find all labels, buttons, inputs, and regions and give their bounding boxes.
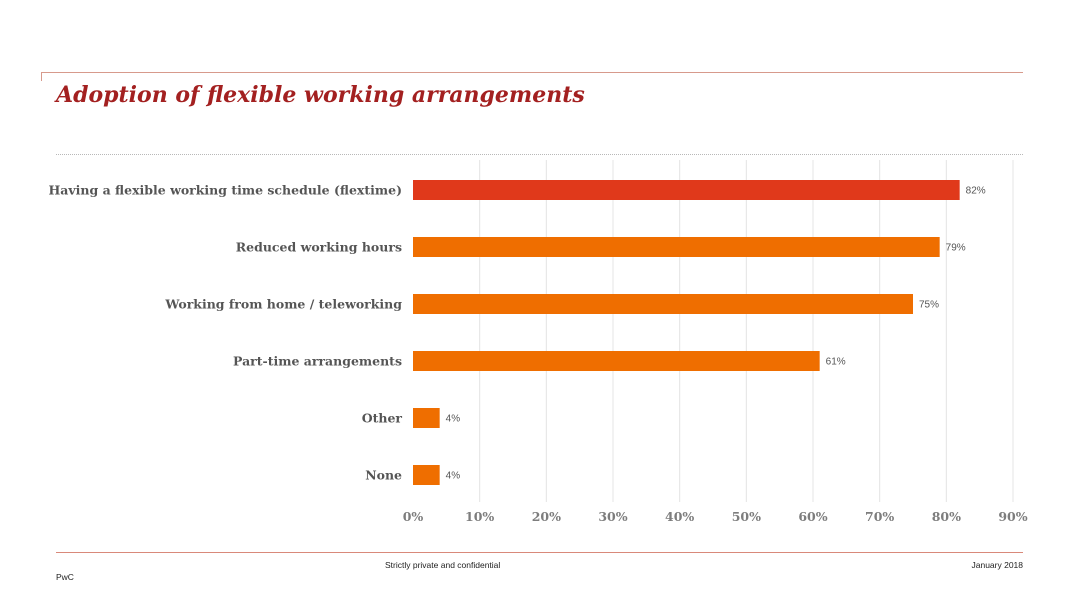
footer-brand: PwC [56, 572, 74, 582]
top-rule [41, 72, 1023, 73]
category-label: Reduced working hours [236, 240, 402, 255]
footer-date: January 2018 [971, 560, 1023, 570]
chart-gridlines [479, 160, 1014, 502]
x-tick-label: 50% [732, 509, 761, 524]
footer-confidentiality: Strictly private and confidential [385, 560, 501, 570]
bar [413, 237, 940, 257]
x-tick-label: 90% [998, 509, 1027, 524]
bar [413, 294, 913, 314]
x-tick-label: 0% [403, 509, 424, 524]
value-label: 4% [446, 414, 461, 425]
x-tick-label: 70% [865, 509, 894, 524]
x-tick-label: 40% [665, 509, 694, 524]
page-title: Adoption of flexible working arrangement… [56, 82, 585, 108]
x-tick-label: 20% [532, 509, 561, 524]
chart-x-tick-labels: 0% 10% 20% 30% 40% 50% 60% 70% 80% 90% [403, 509, 1028, 524]
bar [413, 351, 820, 371]
bar [413, 408, 440, 428]
category-label: Part-time arrangements [233, 354, 402, 369]
bar [413, 465, 440, 485]
chart-value-labels: 82% 79% 75% 61% 4% 4% [446, 186, 986, 482]
top-rule-tick [41, 72, 42, 81]
value-label: 61% [826, 357, 846, 368]
footer-rule [56, 552, 1023, 553]
x-tick-label: 80% [932, 509, 961, 524]
x-tick-label: 60% [798, 509, 827, 524]
chart-category-labels: Having a flexible working time schedule … [48, 183, 402, 483]
value-label: 75% [919, 300, 939, 311]
value-label: 82% [966, 186, 986, 197]
x-tick-label: 10% [465, 509, 494, 524]
title-divider [56, 154, 1023, 155]
bar [413, 180, 960, 200]
x-tick-label: 30% [598, 509, 627, 524]
value-label: 79% [946, 243, 966, 254]
category-label: Working from home / teleworking [164, 297, 402, 312]
category-label: None [365, 468, 402, 483]
chart-bars [413, 180, 960, 485]
value-label: 4% [446, 471, 461, 482]
category-label: Other [362, 411, 403, 426]
category-label: Having a flexible working time schedule … [48, 183, 402, 198]
